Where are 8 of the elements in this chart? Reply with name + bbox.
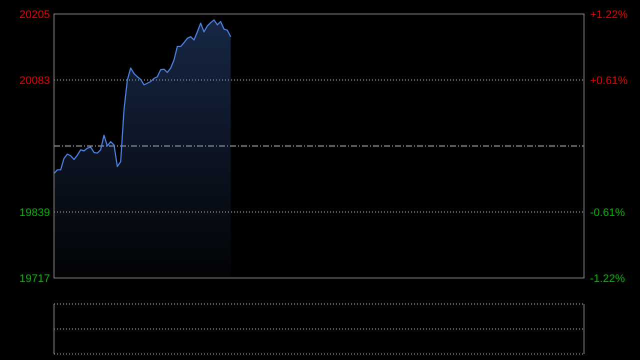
y-tick-label: 20083: [19, 74, 50, 87]
y-tick-label: 20205: [19, 8, 50, 21]
y2-tick-label: -1.22%: [590, 272, 626, 285]
y-tick-label: 19839: [19, 206, 50, 219]
y2-tick-label: +1.22%: [590, 8, 628, 21]
y2-tick-label: -0.61%: [590, 206, 626, 219]
y-tick-label: 19717: [19, 272, 50, 285]
y2-tick-label: +0.61%: [590, 74, 628, 87]
